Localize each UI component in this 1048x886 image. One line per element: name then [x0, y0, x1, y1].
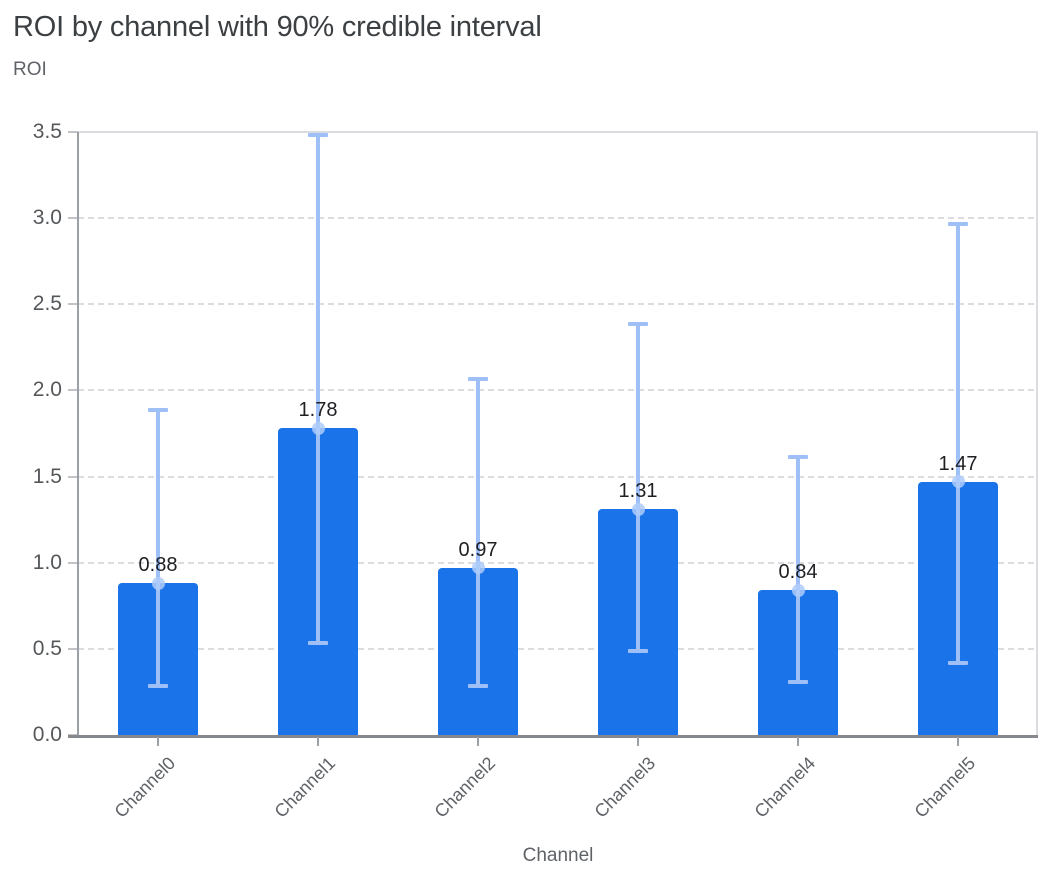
y-tick-label: 1.5 [32, 464, 62, 488]
error-bar-channel0 [156, 409, 160, 687]
value-label-channel3: 1.31 [618, 480, 658, 503]
x-tick-mark [317, 737, 319, 746]
y-axis-title: ROI [13, 59, 47, 80]
x-axis-title: Channel [522, 845, 594, 866]
y-tick-mark [68, 131, 78, 133]
y-tick-label: 3.0 [32, 206, 62, 230]
error-bar-channel3 [636, 323, 640, 653]
y-tick-label: 0.0 [32, 723, 62, 746]
y-tick-label: 0.5 [32, 636, 62, 660]
value-label-channel0: 0.88 [138, 554, 178, 577]
x-tick-mark [157, 737, 159, 746]
point-estimate-marker-channel3 [631, 502, 645, 516]
y-tick-mark [68, 389, 78, 392]
x-tick-mark [797, 737, 799, 746]
error-bar-upper-cap-channel4 [788, 454, 808, 459]
y-tick-label: 3.5 [32, 120, 62, 143]
error-bar-lower-cap-channel4 [788, 680, 808, 685]
y-tick-mark [68, 647, 78, 650]
x-tick-label-channel3: Channel3 [590, 753, 660, 822]
gridline [78, 389, 1038, 392]
value-label-channel1: 1.78 [298, 399, 338, 422]
value-label-channel2: 0.97 [458, 538, 498, 561]
gridline [78, 303, 1038, 306]
error-bar-channel5 [956, 223, 960, 665]
y-tick-label: 2.5 [32, 292, 62, 316]
x-tick-label-channel0: Channel0 [110, 753, 180, 822]
error-bar-upper-cap-channel5 [948, 222, 968, 227]
x-tick-mark [637, 737, 639, 746]
y-axis-line [77, 132, 79, 735]
y-tick-mark [68, 303, 78, 306]
chart-title: ROI by channel with 90% credible interva… [13, 11, 542, 43]
error-bar-upper-cap-channel0 [148, 408, 168, 413]
error-bar-lower-cap-channel3 [628, 649, 648, 654]
error-bar-lower-cap-channel2 [468, 683, 488, 688]
y-tick-mark [68, 561, 78, 564]
error-bar-lower-cap-channel1 [308, 640, 328, 645]
error-bar-lower-cap-channel5 [948, 661, 968, 666]
x-tick-mark [477, 737, 479, 746]
y-tick-label: 1.0 [32, 550, 62, 574]
plot-border-right [1036, 132, 1038, 735]
plot-border-top [78, 131, 1038, 133]
point-estimate-marker-channel1 [311, 421, 325, 435]
x-tick-label-channel2: Channel2 [430, 753, 500, 822]
error-bar-upper-cap-channel3 [628, 322, 648, 327]
y-tick-mark [68, 217, 78, 220]
error-bar-channel4 [796, 455, 800, 684]
y-tick-mark [68, 475, 78, 478]
gridline [78, 647, 1038, 650]
x-tick-mark [957, 737, 959, 746]
point-estimate-marker-channel4 [791, 583, 805, 597]
y-tick-label: 2.0 [32, 378, 62, 402]
error-bar-channel2 [476, 378, 480, 687]
error-bar-channel1 [316, 133, 320, 644]
point-estimate-marker-channel0 [151, 576, 165, 590]
x-tick-label-channel1: Channel1 [270, 753, 340, 822]
gridline [78, 561, 1038, 564]
value-label-channel4: 0.84 [778, 561, 818, 584]
point-estimate-marker-channel2 [471, 561, 485, 575]
point-estimate-marker-channel5 [951, 475, 965, 489]
x-axis-line [68, 735, 1038, 738]
error-bar-upper-cap-channel2 [468, 377, 488, 382]
x-tick-label-channel5: Channel5 [910, 753, 980, 822]
x-tick-label-channel4: Channel4 [750, 753, 820, 822]
value-label-channel5: 1.47 [938, 452, 978, 475]
gridline [78, 475, 1038, 478]
error-bar-lower-cap-channel0 [148, 683, 168, 688]
error-bar-upper-cap-channel1 [308, 132, 328, 137]
gridline [78, 217, 1038, 220]
